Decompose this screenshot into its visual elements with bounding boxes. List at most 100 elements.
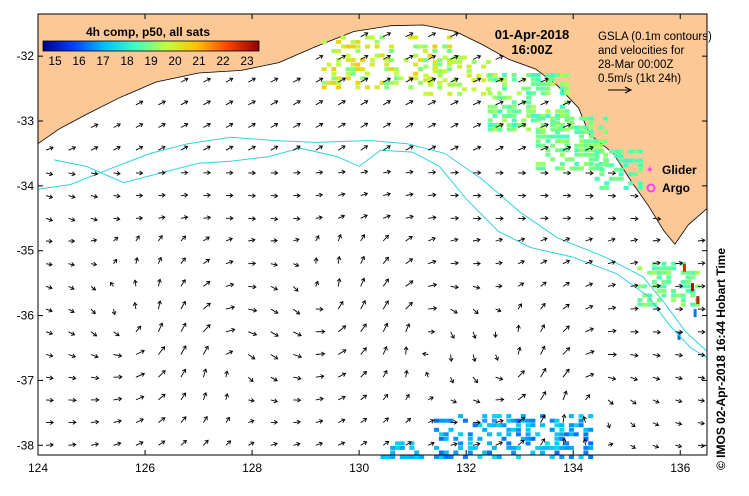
arrow-head bbox=[590, 349, 595, 355]
arrow-head bbox=[341, 395, 346, 400]
velocity-arrow bbox=[697, 398, 706, 403]
sst-pixel bbox=[564, 148, 570, 153]
arrow-head bbox=[498, 237, 503, 243]
sst-pixel bbox=[525, 436, 531, 441]
arrow-shaft bbox=[450, 399, 457, 403]
sst-pixel bbox=[326, 80, 332, 85]
velocity-arrow bbox=[473, 237, 481, 243]
arrow-head bbox=[431, 122, 437, 128]
velocity-arrow bbox=[270, 354, 279, 360]
velocity-arrow bbox=[225, 327, 236, 333]
arrow-shaft bbox=[517, 123, 526, 128]
sst-pixel bbox=[540, 127, 546, 132]
colorbar-tick-label: 17 bbox=[96, 54, 110, 68]
velocity-arrow bbox=[630, 329, 639, 335]
arrow-head bbox=[229, 282, 235, 288]
sst-pixel bbox=[452, 60, 458, 64]
velocity-arrow bbox=[180, 416, 187, 423]
velocity-arrow bbox=[135, 372, 146, 378]
arrow-shaft bbox=[337, 301, 344, 310]
arrow-head bbox=[543, 237, 548, 242]
velocity-arrow bbox=[135, 145, 144, 151]
velocity-arrow bbox=[225, 440, 232, 446]
arrow-head bbox=[157, 256, 163, 262]
arrow-head bbox=[386, 54, 392, 60]
arrow-shaft bbox=[428, 260, 436, 265]
velocity-arrow bbox=[203, 302, 211, 310]
velocity-arrow bbox=[338, 214, 346, 219]
sst-pixel bbox=[404, 455, 410, 459]
sst-pixel bbox=[588, 157, 594, 162]
map-frame: 124 126 128 130 132 134 136-32-33-34-35-36-37-… bbox=[17, 13, 708, 475]
arrow-head bbox=[540, 324, 546, 329]
velocity-arrow bbox=[68, 262, 75, 267]
arrow-shaft bbox=[315, 235, 320, 242]
sst-pixel bbox=[506, 414, 512, 419]
velocity-arrow bbox=[382, 369, 388, 378]
arrow-shaft bbox=[562, 368, 570, 378]
arrow-shaft bbox=[562, 438, 565, 446]
sst-pixel bbox=[588, 166, 594, 171]
sst-pixel bbox=[467, 441, 473, 446]
arrow-shaft bbox=[585, 146, 594, 151]
sst-pixel bbox=[437, 58, 443, 63]
arrow-head bbox=[498, 283, 503, 289]
velocity-arrow bbox=[517, 145, 527, 151]
sst-pixel bbox=[564, 143, 570, 148]
velocity-arrow bbox=[518, 170, 527, 176]
arrow-shaft bbox=[428, 307, 437, 310]
arrow-shaft bbox=[135, 235, 140, 242]
arrow-head bbox=[224, 370, 229, 375]
velocity-arrow bbox=[675, 329, 684, 335]
velocity-arrow bbox=[540, 438, 546, 446]
arrow-shaft bbox=[425, 372, 429, 378]
arrow-shaft bbox=[652, 422, 659, 426]
arrow-shaft bbox=[428, 442, 435, 446]
arrow-head bbox=[273, 441, 278, 447]
lat-tick-label: -32 bbox=[17, 49, 35, 63]
arrow-head bbox=[229, 170, 234, 176]
arrow-shaft bbox=[495, 238, 503, 242]
arrow-shaft bbox=[607, 330, 616, 333]
arrow-shaft bbox=[360, 394, 367, 401]
velocity-arrow bbox=[405, 54, 414, 60]
sst-pixel bbox=[492, 104, 498, 109]
sst-pixel bbox=[497, 77, 503, 82]
velocity-arrow bbox=[135, 170, 144, 176]
sst-pixel bbox=[594, 154, 600, 159]
velocity-arrow bbox=[314, 280, 319, 287]
arrow-shaft bbox=[45, 331, 53, 335]
arrow-shaft bbox=[675, 376, 683, 380]
sst-pixel bbox=[384, 80, 390, 85]
lon-tick-label: 128 bbox=[242, 461, 262, 475]
arrow-shaft bbox=[540, 101, 549, 106]
velocity-arrow bbox=[540, 193, 549, 198]
arrow-shaft bbox=[338, 215, 345, 219]
arrow-shaft bbox=[473, 239, 481, 242]
sst-pixel bbox=[651, 270, 657, 275]
sst-pixel bbox=[432, 49, 438, 53]
arrow-shaft bbox=[337, 234, 342, 242]
velocity-arrow bbox=[315, 374, 325, 379]
sst-pixel bbox=[559, 148, 565, 153]
sst-pixel bbox=[535, 86, 541, 91]
sst-pixel bbox=[492, 127, 498, 132]
arrow-head bbox=[341, 192, 346, 197]
sst-pixel bbox=[535, 113, 541, 118]
sst-pixel bbox=[564, 116, 570, 121]
arrow-shaft bbox=[540, 281, 547, 287]
sst-pixel bbox=[414, 455, 420, 459]
arrow-shaft bbox=[450, 443, 458, 446]
arrow-shaft bbox=[697, 444, 705, 447]
velocity-arrow bbox=[427, 100, 437, 106]
arrow-head bbox=[296, 122, 301, 128]
arrow-shaft bbox=[135, 123, 143, 128]
arrow-head bbox=[296, 419, 301, 425]
arrow-shaft bbox=[630, 354, 638, 357]
velocity-arrow bbox=[582, 415, 587, 423]
sst-pixel bbox=[355, 49, 361, 53]
velocity-arrow bbox=[248, 441, 255, 446]
arrow-shaft bbox=[45, 285, 53, 289]
arrow-shaft bbox=[158, 146, 166, 151]
argo-label: Argo bbox=[662, 181, 690, 195]
